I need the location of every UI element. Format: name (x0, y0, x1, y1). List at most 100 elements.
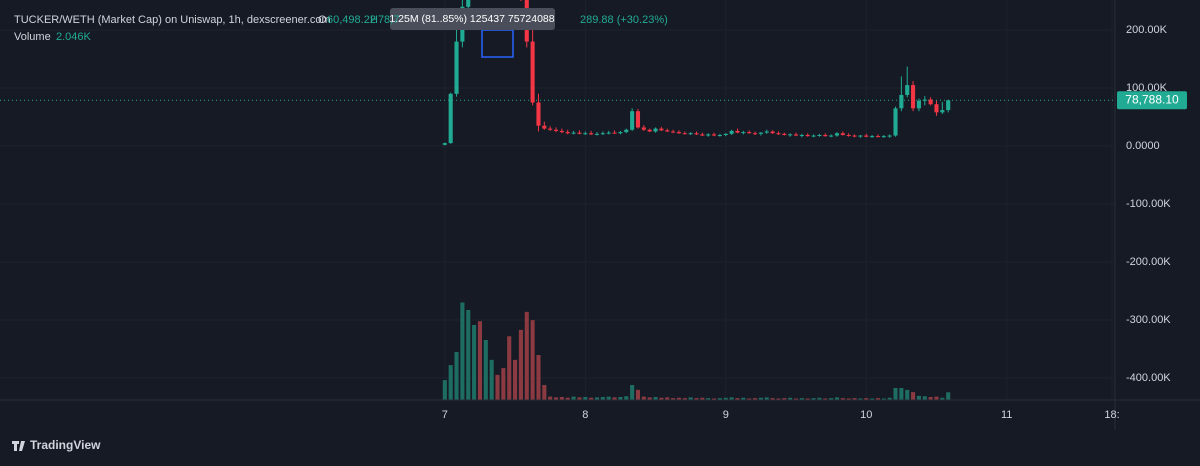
volume-bar (653, 397, 658, 400)
candle-body (782, 133, 787, 135)
legend-volume-label: Volume (14, 31, 51, 43)
volume-bar (577, 397, 582, 400)
volume-bar (682, 398, 687, 400)
legend-high: H78,7 (370, 14, 399, 26)
volume-bar (846, 398, 851, 400)
volume-bar (916, 395, 921, 400)
last-price-tag (1117, 91, 1187, 110)
volume-bar (870, 398, 875, 400)
candle-body (530, 41, 535, 103)
x-tick-label: 18: (1104, 409, 1119, 421)
candle-body (858, 135, 863, 137)
volume-bar (946, 392, 951, 400)
candle-body (735, 130, 740, 133)
y-tick-label: -400.00K (1126, 372, 1171, 384)
axis-labels: 200.00K 100.00K 0.0000 -100.00K -200.00K -300… (442, 24, 1187, 421)
candle-body (799, 134, 804, 136)
candle-body (793, 134, 799, 136)
volume-bar (881, 398, 886, 400)
volume-bar (530, 320, 535, 400)
y-tick-label: -100.00K (1126, 198, 1171, 210)
measure-text: 1.25M (81..85%) 125437 75724088 (389, 13, 554, 25)
volume-bar (553, 397, 559, 400)
volume-bar (665, 397, 670, 400)
candle-body (618, 132, 623, 134)
candle-body (916, 100, 921, 109)
volume-bar (495, 374, 500, 400)
candle-body (665, 130, 670, 132)
candle-body (870, 136, 875, 138)
volume-pane (442, 302, 951, 400)
candle-body (811, 135, 816, 137)
brand-logo (12, 441, 25, 451)
candle-body (764, 131, 769, 133)
candle-body (911, 85, 916, 109)
volume-bar (606, 396, 611, 400)
volume-bar (548, 396, 553, 400)
volume-bar (630, 385, 635, 400)
candle-body (717, 134, 722, 136)
candle-body (606, 132, 611, 134)
volume-bar (823, 398, 828, 400)
volume-bar (829, 398, 834, 400)
volume-bar (911, 392, 916, 400)
y-tick-label: 100.00K (1126, 82, 1168, 94)
candle-body (635, 111, 641, 128)
volume-bar (460, 302, 465, 400)
candle-body (712, 134, 717, 136)
volume-bar (799, 398, 804, 400)
volume-bar (688, 397, 693, 400)
y-tick-label: 0.0000 (1126, 140, 1160, 152)
candle-body (659, 128, 664, 131)
volume-bar (583, 397, 588, 400)
candle-body (747, 132, 752, 134)
candle-body (565, 132, 570, 134)
volume-bar (805, 398, 810, 400)
volume-bar (747, 398, 752, 400)
volume-bar (694, 398, 699, 400)
volume-bar (735, 398, 740, 400)
volume-bar (905, 389, 910, 400)
candle-body (559, 130, 564, 133)
candle-body (817, 134, 822, 136)
volume-bar (788, 397, 793, 400)
volume-bar (887, 397, 892, 400)
volume-bar (501, 368, 506, 400)
candle-body (752, 133, 758, 135)
candle-body (840, 133, 845, 135)
candle-body (928, 99, 933, 105)
y-tick-label: -200.00K (1126, 256, 1171, 268)
volume-bar (536, 355, 541, 400)
measure-tooltip (390, 8, 555, 30)
volume-bar (442, 380, 447, 400)
volume-bar (618, 397, 623, 400)
candle-body (940, 110, 945, 113)
candle-body (583, 133, 588, 135)
candle-body (741, 132, 746, 134)
y-tick-label: -300.00K (1126, 314, 1171, 326)
candle-body (864, 135, 869, 137)
candle-body (612, 132, 617, 134)
volume-bar (483, 340, 488, 400)
volume-bar (472, 325, 477, 400)
candle-body (594, 133, 600, 135)
x-tick-label: 7 (442, 409, 448, 421)
volume-bar (928, 397, 933, 400)
candle-body (676, 132, 681, 134)
candle-body (934, 104, 939, 113)
volume-bar (641, 396, 646, 400)
volume-bar (489, 359, 494, 400)
volume-bar (893, 388, 898, 400)
volume-bar (624, 396, 629, 400)
legend-volume-value: 2.046K (56, 31, 92, 43)
volume-bar (770, 398, 775, 400)
candle-body (454, 41, 459, 94)
volume-bar (635, 389, 641, 400)
volume-bar (659, 397, 664, 400)
candle-body (893, 108, 898, 136)
volume-bar (741, 397, 746, 400)
candle-body (899, 94, 904, 109)
candle-body (887, 135, 892, 137)
